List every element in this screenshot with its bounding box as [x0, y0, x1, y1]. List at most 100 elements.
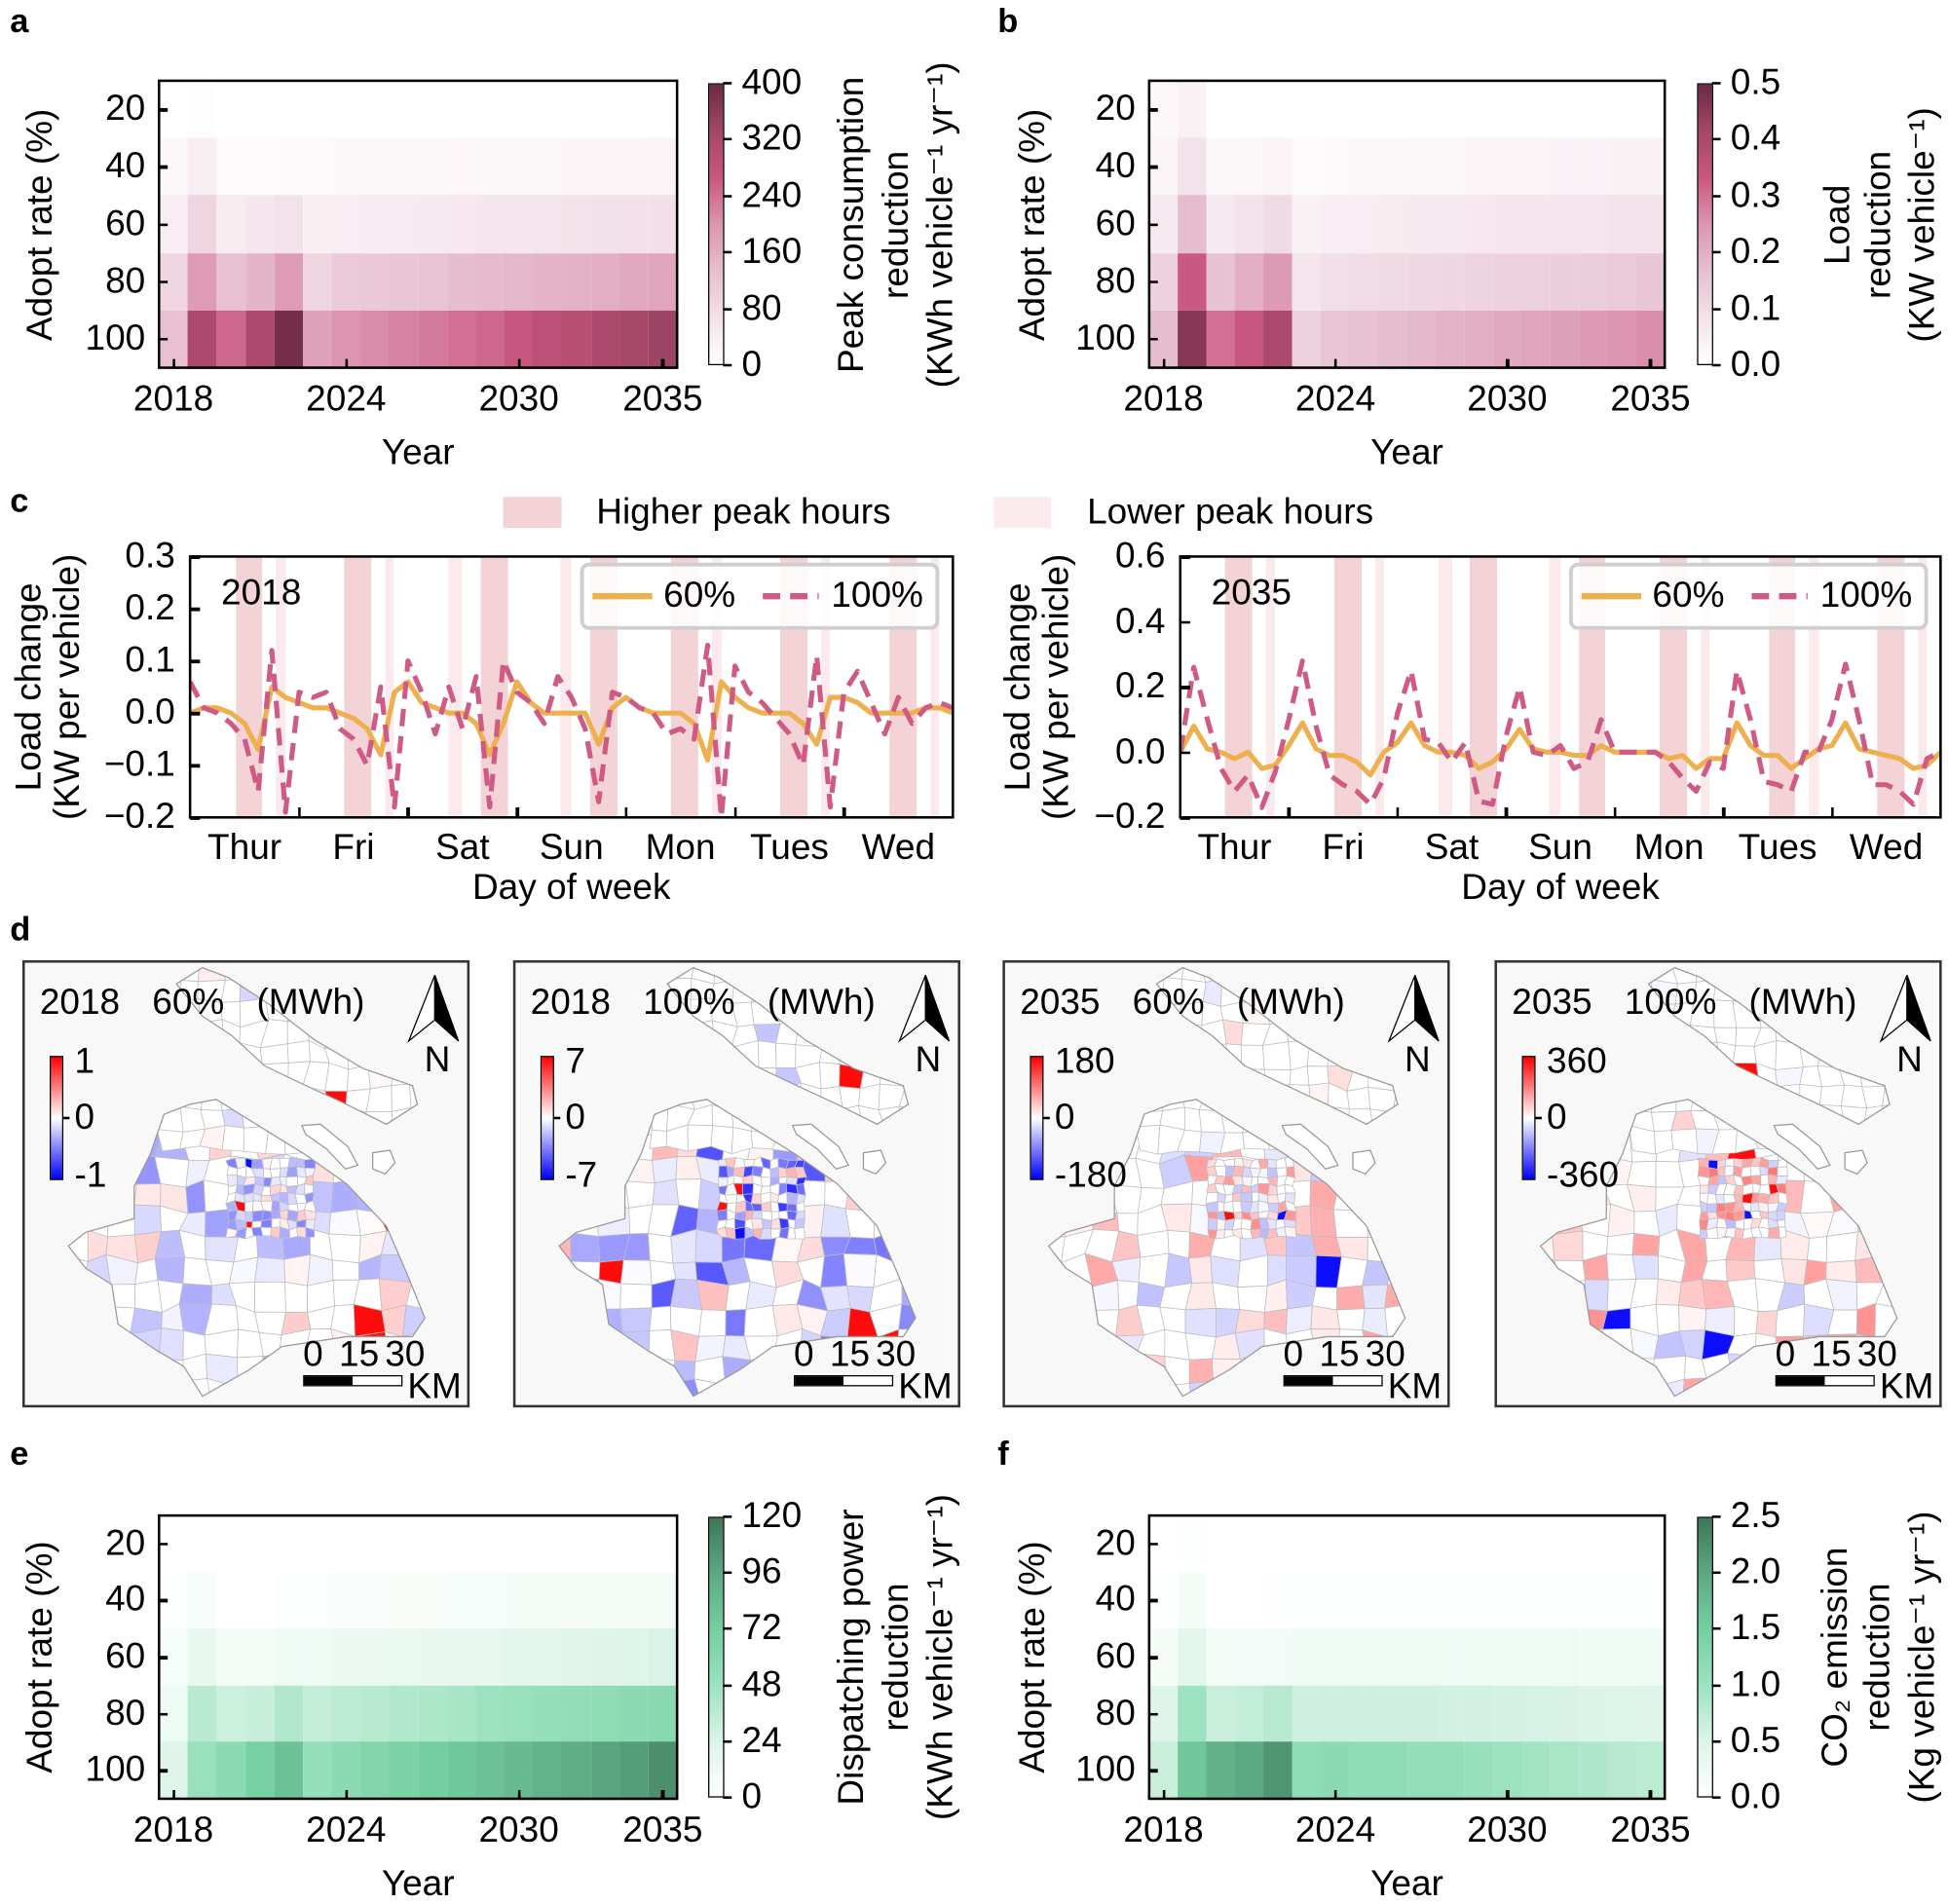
district — [391, 1083, 412, 1112]
district — [1048, 1383, 1066, 1397]
heatmap-cell — [1292, 1572, 1323, 1630]
district — [558, 1377, 581, 1397]
tick-mark — [517, 358, 521, 368]
tick-mark — [1180, 816, 1190, 820]
district — [1749, 1201, 1760, 1213]
heatmap-cell — [1492, 252, 1522, 312]
district — [859, 967, 887, 981]
district — [1210, 1255, 1241, 1288]
heatmap-cell — [590, 252, 620, 312]
lower-peak-band — [1266, 556, 1276, 818]
district — [1819, 1125, 1846, 1151]
heatmap-cell — [1435, 195, 1466, 254]
district — [1630, 1066, 1655, 1092]
heatmap-cell — [1378, 1572, 1408, 1630]
heatmap-cell — [418, 80, 448, 139]
heatmap-cell — [1406, 195, 1437, 254]
district — [1284, 1226, 1297, 1238]
district — [1138, 1381, 1168, 1397]
district — [619, 1283, 653, 1310]
district — [1310, 967, 1331, 979]
district — [647, 1233, 674, 1264]
y-tick-label: 80 — [1095, 1693, 1136, 1734]
district — [365, 1085, 393, 1113]
heatmap-cell — [561, 137, 592, 197]
tick-mark — [1180, 620, 1190, 624]
heatmap-cell — [475, 252, 506, 312]
heatmap-cell — [1235, 1628, 1265, 1687]
tick-mark — [723, 1571, 732, 1575]
district — [1852, 1186, 1879, 1208]
heatmap-cell — [1349, 1628, 1379, 1687]
heatmap-cell — [1435, 252, 1466, 312]
district — [893, 1134, 917, 1165]
heatmap-cell — [244, 1515, 276, 1574]
district — [796, 1182, 806, 1196]
north-arrow-left-icon — [1879, 975, 1908, 1043]
x-tick-label: 2035 — [622, 1811, 703, 1850]
district — [821, 1022, 842, 1048]
district — [1384, 1302, 1405, 1338]
map-title-unit: (MWh) — [1236, 982, 1345, 1023]
district — [1367, 1235, 1393, 1264]
heatmap-cell — [446, 1741, 477, 1800]
tick-mark — [1506, 358, 1510, 368]
district — [1087, 1335, 1116, 1363]
lower-peak-band — [276, 556, 286, 818]
district — [1780, 1258, 1808, 1286]
district — [386, 978, 417, 1007]
district — [1065, 1286, 1093, 1313]
district — [892, 1155, 917, 1184]
district — [1217, 1217, 1226, 1231]
district — [1629, 1022, 1656, 1050]
heatmap-cell — [561, 1572, 592, 1630]
heatmap-cell — [1349, 310, 1379, 369]
district-map — [1539, 966, 1931, 1398]
district — [687, 1045, 716, 1071]
heatmap-cell — [389, 310, 419, 369]
heatmap-cell — [1235, 310, 1265, 369]
district — [323, 967, 352, 985]
tick-mark — [1043, 1116, 1050, 1120]
tick-mark — [1148, 166, 1158, 169]
tick-mark — [723, 138, 732, 141]
district — [598, 1109, 630, 1137]
district — [1221, 1066, 1247, 1089]
colorbar-tick-label: 1.0 — [1730, 1664, 1781, 1705]
district — [921, 1235, 951, 1258]
tick-mark — [1711, 1627, 1721, 1630]
map-panel: N 2018 60% (MWh) 1 0 -1 0 15 30 KM — [21, 959, 470, 1408]
tick-mark — [723, 1739, 732, 1743]
tick-mark — [1148, 280, 1158, 284]
heatmap-cell — [561, 1741, 592, 1800]
tick-mark — [171, 358, 175, 368]
heatmap-cell — [389, 1572, 419, 1630]
heatmap-cell — [1321, 1572, 1351, 1630]
district — [572, 1330, 602, 1358]
heatmap-cell — [648, 137, 678, 197]
district — [1327, 1042, 1356, 1067]
district — [769, 1166, 780, 1178]
heatmap-cell — [1206, 252, 1236, 312]
plot-frame — [1147, 79, 1667, 369]
heatmap-cell — [1178, 252, 1208, 312]
map-title-unit: (MWh) — [767, 982, 876, 1023]
y-tick-label: 40 — [1095, 146, 1136, 187]
heatmap-cell — [446, 195, 477, 254]
district — [283, 1130, 304, 1155]
district — [1091, 1108, 1119, 1138]
panel-label-d: d — [10, 910, 31, 949]
line-plot-area — [190, 642, 954, 818]
panel-label-f: f — [997, 1435, 1009, 1473]
heatmap-cell — [1492, 310, 1522, 369]
heatmap-cell — [1607, 195, 1637, 254]
plot-frame — [157, 1513, 679, 1801]
tick-mark — [1613, 807, 1617, 818]
district — [1799, 1083, 1822, 1107]
y-tick-label: 0.0 — [125, 692, 175, 732]
district — [302, 1382, 333, 1397]
heatmap-cell — [1378, 1685, 1408, 1743]
district — [1876, 1158, 1897, 1187]
x-tick-label: 2030 — [478, 1811, 559, 1850]
north-label: N — [1404, 1040, 1431, 1081]
